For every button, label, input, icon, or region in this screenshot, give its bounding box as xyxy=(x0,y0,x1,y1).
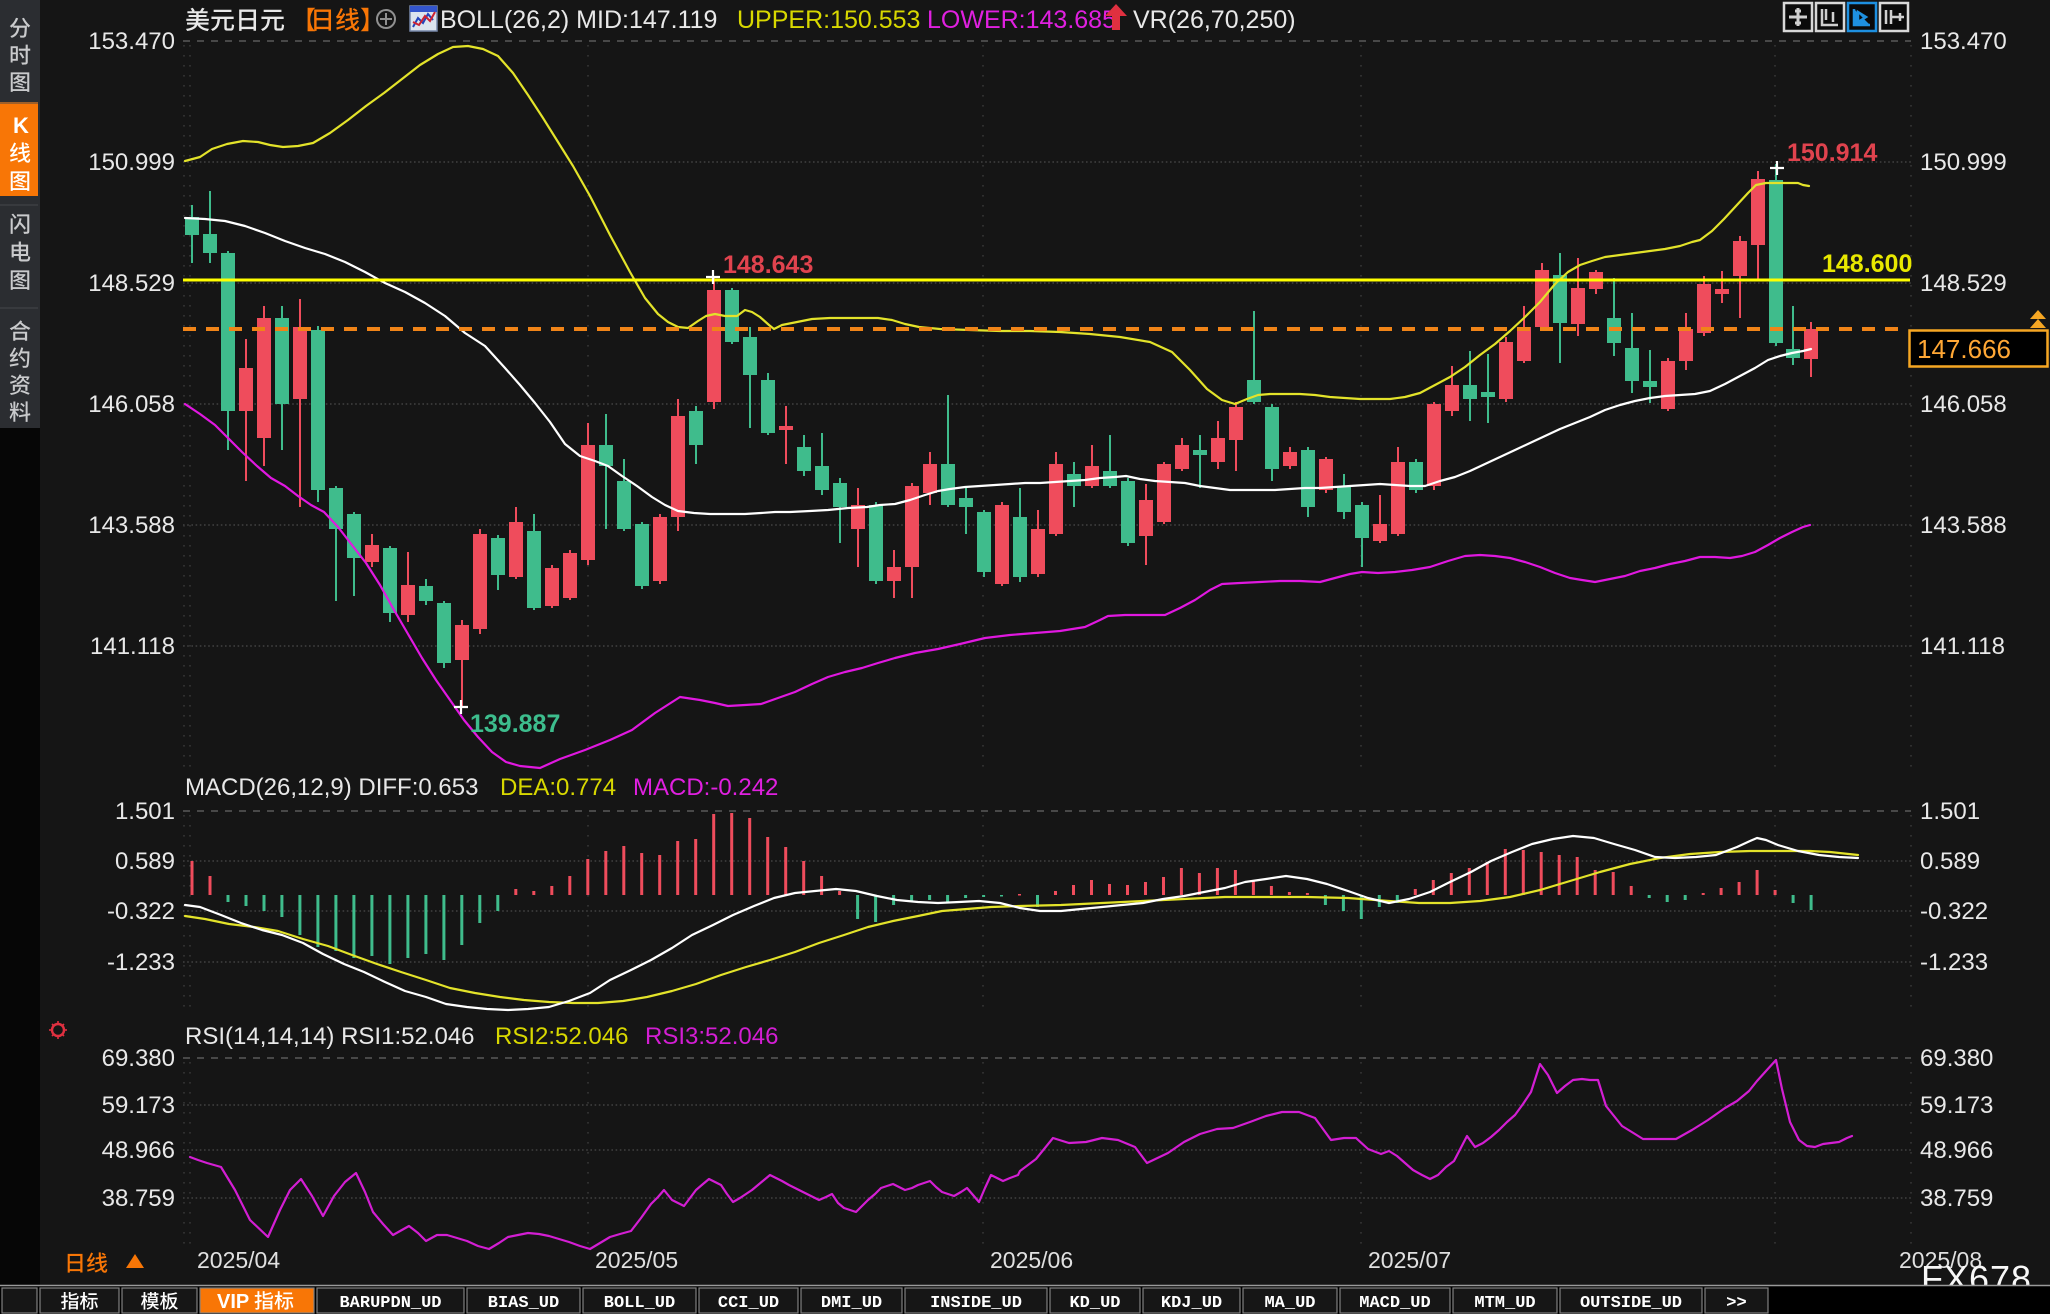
svg-text:2025/05: 2025/05 xyxy=(595,1247,678,1273)
svg-text:INSIDE_UD: INSIDE_UD xyxy=(930,1294,1022,1313)
svg-text:0.589: 0.589 xyxy=(1920,848,1980,875)
svg-text:59.173: 59.173 xyxy=(1920,1092,1993,1119)
svg-text:BOLL(26,2) MID:147.119: BOLL(26,2) MID:147.119 xyxy=(440,6,717,34)
svg-text:148.600: 148.600 xyxy=(1822,250,1912,278)
svg-text:150.999: 150.999 xyxy=(1920,149,2007,176)
svg-text:MACD(26,12,9) DIFF:0.653: MACD(26,12,9) DIFF:0.653 xyxy=(185,774,478,801)
svg-text:BIAS_UD: BIAS_UD xyxy=(488,1294,559,1313)
svg-text:K: K xyxy=(13,113,29,138)
svg-text:DEA:0.774: DEA:0.774 xyxy=(500,774,616,801)
svg-text:59.173: 59.173 xyxy=(102,1092,175,1119)
svg-text:KDJ_UD: KDJ_UD xyxy=(1161,1294,1222,1313)
svg-text:48.966: 48.966 xyxy=(1920,1137,1993,1164)
svg-text:141.118: 141.118 xyxy=(1920,633,2005,660)
svg-text:VR(26,70,250): VR(26,70,250) xyxy=(1133,6,1296,34)
svg-text:RSI2:52.046: RSI2:52.046 xyxy=(495,1023,628,1050)
svg-text:69.380: 69.380 xyxy=(1920,1045,1993,1072)
svg-text:147.666: 147.666 xyxy=(1917,334,2011,364)
svg-text:DMI_UD: DMI_UD xyxy=(821,1294,882,1313)
svg-text:-1.233: -1.233 xyxy=(1920,949,1988,976)
svg-text:MTM_UD: MTM_UD xyxy=(1474,1294,1535,1313)
svg-text:143.588: 143.588 xyxy=(88,512,175,539)
svg-text:LOWER:143.685: LOWER:143.685 xyxy=(927,6,1116,34)
svg-text:148.529: 148.529 xyxy=(1920,270,2007,297)
svg-text:RSI3:52.046: RSI3:52.046 xyxy=(645,1023,778,1050)
svg-text:-0.322: -0.322 xyxy=(107,898,175,925)
svg-text:-1.233: -1.233 xyxy=(107,949,175,976)
svg-text:1.501: 1.501 xyxy=(115,798,175,825)
svg-text:KD_UD: KD_UD xyxy=(1069,1294,1120,1313)
svg-text:146.058: 146.058 xyxy=(88,391,175,418)
svg-text:MACD:-0.242: MACD:-0.242 xyxy=(633,774,778,801)
svg-text:UPPER:150.553: UPPER:150.553 xyxy=(737,6,920,34)
svg-text:OUTSIDE_UD: OUTSIDE_UD xyxy=(1580,1294,1682,1313)
svg-text:143.588: 143.588 xyxy=(1920,512,2007,539)
svg-text:MA_UD: MA_UD xyxy=(1264,1294,1315,1313)
svg-text:38.759: 38.759 xyxy=(102,1185,175,1212)
svg-text:146.058: 146.058 xyxy=(1920,391,2007,418)
svg-text:2025/07: 2025/07 xyxy=(1368,1247,1451,1273)
svg-text:BOLL_UD: BOLL_UD xyxy=(604,1294,675,1313)
svg-text:69.380: 69.380 xyxy=(102,1045,175,1072)
svg-text:-0.322: -0.322 xyxy=(1920,898,1988,925)
svg-text:139.887: 139.887 xyxy=(470,710,560,738)
svg-text:150.999: 150.999 xyxy=(88,149,175,176)
svg-text:CCI_UD: CCI_UD xyxy=(718,1294,779,1313)
svg-text:2025/04: 2025/04 xyxy=(197,1247,280,1273)
svg-text:48.966: 48.966 xyxy=(102,1137,175,1164)
svg-text:2025/06: 2025/06 xyxy=(990,1247,1073,1273)
svg-text:153.470: 153.470 xyxy=(88,28,175,55)
svg-text:148.529: 148.529 xyxy=(88,270,175,297)
svg-text:>>: >> xyxy=(1726,1294,1746,1313)
svg-text:148.643: 148.643 xyxy=(723,251,813,279)
svg-text:0.589: 0.589 xyxy=(115,848,175,875)
svg-text:RSI(14,14,14) RSI1:52.046: RSI(14,14,14) RSI1:52.046 xyxy=(185,1023,475,1050)
svg-text:MACD_UD: MACD_UD xyxy=(1359,1294,1430,1313)
svg-text:150.914: 150.914 xyxy=(1787,139,1877,167)
svg-text:153.470: 153.470 xyxy=(1920,28,2007,55)
svg-text:BARUPDN_UD: BARUPDN_UD xyxy=(339,1294,441,1313)
svg-text:VIP: VIP xyxy=(217,1291,249,1313)
svg-text:1.501: 1.501 xyxy=(1920,798,1980,825)
svg-text:141.118: 141.118 xyxy=(90,633,175,660)
svg-text:2025/08: 2025/08 xyxy=(1899,1247,1982,1273)
svg-text:38.759: 38.759 xyxy=(1920,1185,1993,1212)
